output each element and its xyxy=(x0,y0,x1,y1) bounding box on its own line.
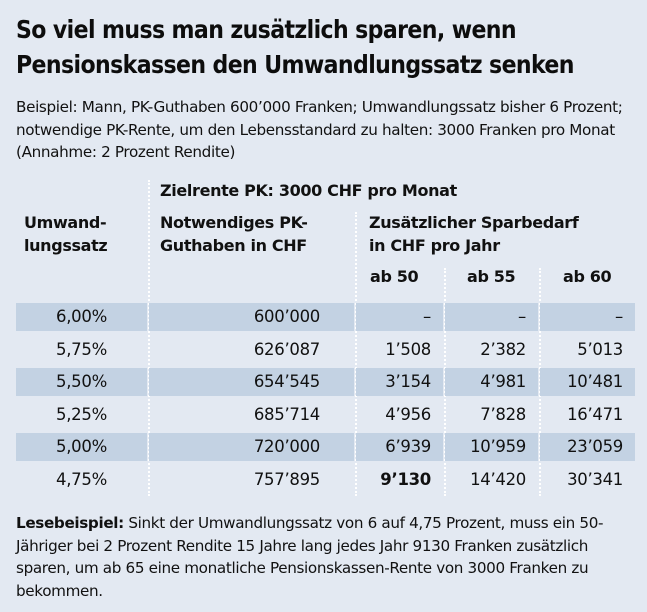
savings-ab60-cell: 16’471 xyxy=(567,404,623,424)
savings-ab55-cell: 4’981 xyxy=(445,368,538,396)
rate-cell: 5,25% xyxy=(56,404,107,424)
header-ab55: ab 55 xyxy=(467,267,516,286)
savings-ab50-cell: 1’508 xyxy=(385,339,431,359)
table-row: 6,00% 600’000– – – xyxy=(16,303,635,331)
column-separator xyxy=(355,212,357,496)
capital-cell: 600’000 xyxy=(149,303,354,331)
savings-ab55-cell: 14’420 xyxy=(470,469,526,489)
capital-cell: 654’545 xyxy=(149,368,354,396)
table-row: 5,75% 626’087 1’508 2’382 5’013 xyxy=(16,336,635,364)
table-row: 5,25% 685’714 4’956 7’828 16’471 xyxy=(16,401,635,429)
header-ab60: ab 60 xyxy=(563,267,612,286)
rate-cell: 5,75% xyxy=(56,339,107,359)
reading-example-label: Lesebeispiel: xyxy=(16,514,124,532)
page-title: So viel muss man zusätzlich sparen, wenn… xyxy=(16,15,574,79)
rate-cell: 5,50% xyxy=(16,368,147,396)
savings-ab55-cell: 7’828 xyxy=(480,404,526,424)
capital-cell: 626’087 xyxy=(253,339,320,359)
header-savings-line1: Zusätzlicher Sparbedarf xyxy=(369,213,579,232)
header-savings: Zusätzlicher Sparbedarf in CHF pro Jahr xyxy=(369,212,579,257)
reading-example: Lesebeispiel: Sinkt der Umwandlungssatz … xyxy=(16,512,636,602)
savings-ab55-cell: 2’382 xyxy=(480,339,526,359)
savings-ab50-cell: 4’956 xyxy=(385,404,431,424)
header-rate-line1: Umwand- xyxy=(24,213,107,232)
header-rate: Umwand- lungssatz xyxy=(24,212,108,257)
header-capital: Notwendiges PK- Guthaben in CHF xyxy=(160,212,308,257)
savings-ab50-cell: 3’154 xyxy=(356,368,443,396)
table-row: 5,50% 654’545 3’154 4’981 10’481 xyxy=(16,368,635,396)
header-ab50: ab 50 xyxy=(370,267,419,286)
savings-ab50-cell: – xyxy=(356,303,443,331)
capital-cell: 757’895 xyxy=(253,469,320,489)
capital-cell: 685’714 xyxy=(253,404,320,424)
savings-ab60-cell: – xyxy=(540,303,635,331)
savings-ab55-cell: – xyxy=(445,303,538,331)
capital-cell: 720’000 xyxy=(149,433,354,461)
savings-ab60-cell: 23’059 xyxy=(540,433,635,461)
header-capital-line1: Notwendiges PK- xyxy=(160,213,308,232)
savings-ab50-cell: 6’939 xyxy=(356,433,443,461)
savings-ab55-cell: 10’959 xyxy=(445,433,538,461)
savings-ab50-cell: 9’130 xyxy=(380,469,431,489)
reading-example-text: Sinkt der Umwandlungssatz von 6 auf 4,75… xyxy=(16,514,604,600)
header-group-target-pension: Zielrente PK: 3000 CHF pro Monat xyxy=(160,181,457,200)
header-capital-line2: Guthaben in CHF xyxy=(160,235,307,255)
header-rate-line2: lungssatz xyxy=(24,235,108,255)
savings-ab60-cell: 5’013 xyxy=(577,339,623,359)
intro-text: Beispiel: Mann, PK-Guthaben 600’000 Fran… xyxy=(16,98,623,161)
header-savings-line2: in CHF pro Jahr xyxy=(369,235,500,255)
rate-cell: 5,00% xyxy=(16,433,147,461)
savings-ab60-cell: 30’341 xyxy=(567,469,623,489)
table-row: 5,00% 720’000 6’939 10’959 23’059 xyxy=(16,433,635,461)
table-row: 4,75% 757’895 9’130 14’420 30’341 xyxy=(16,466,635,494)
column-separator xyxy=(148,180,150,496)
rate-cell: 6,00% xyxy=(16,303,147,331)
savings-ab60-cell: 10’481 xyxy=(540,368,635,396)
rate-cell: 4,75% xyxy=(56,469,107,489)
